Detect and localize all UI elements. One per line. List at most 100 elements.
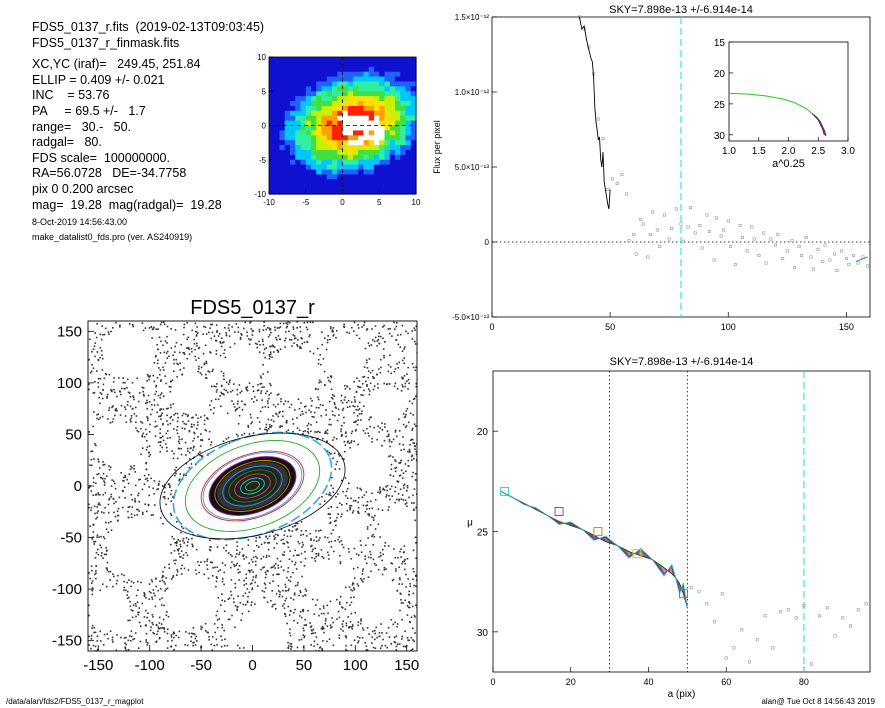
heatmap-cell [326,96,333,102]
map-pixel [157,359,159,362]
map-pixel [320,381,322,383]
map-pixel [140,581,142,584]
heatmap-cell [321,91,328,97]
map-pixel [368,344,371,347]
map-pixel [162,344,164,347]
heatmap-cell [400,86,407,92]
map-pixel [407,421,410,424]
map-pixel [350,504,353,507]
map-pixel [323,631,325,634]
map-pixel [161,435,164,438]
map-pixel [394,467,396,470]
map-pixel [204,377,207,379]
map-pixel [148,619,151,622]
map-pixel [387,509,390,511]
map-pixel [320,612,323,615]
map-pixel [243,432,246,435]
map-pixel [350,557,352,560]
map-pixel [137,589,139,591]
heatmap-cell [316,120,323,127]
map-pixel [401,635,403,638]
map-pixel [287,321,289,323]
map-pixel [98,536,100,538]
map-pixel [191,545,194,547]
map-pixel [237,568,239,571]
map-pixel [102,643,105,646]
map-pixel [299,591,302,594]
map-pixel [285,430,288,433]
flux-point [634,252,638,256]
map-pixel [269,329,271,331]
map-pixel [158,627,160,630]
map-pixel [151,621,153,624]
heatmap-cell [321,96,328,102]
flux-point [606,188,610,192]
heatmap-cell [305,61,312,68]
heatmap-cell [405,159,412,166]
map-pixel [321,343,323,346]
map-pixel [388,636,391,638]
heatmap-cell [368,86,375,92]
map-pixel [344,494,347,497]
map-pixel [279,411,281,413]
map-pixel [221,624,223,626]
map-pixel [332,331,334,333]
map-pixel [134,632,137,634]
map-pixel [252,432,255,434]
map-pixel [300,521,303,523]
map-pixel [328,400,331,403]
map-pixel [387,328,390,330]
map-pixel [170,578,173,580]
mu-point [732,646,736,650]
heatmap-cell [384,86,391,92]
map-pixel [268,535,271,538]
map-pixel [88,614,90,617]
map-pixel [282,589,284,592]
map-pixel [274,567,276,569]
map-pixel [402,472,405,475]
map-pixel [116,510,119,513]
map-pixel [310,644,312,646]
heatmap-cell [279,135,286,141]
map-pixel [148,327,151,329]
map-pixel [193,633,196,635]
heatmap-cell [389,135,396,141]
map-pixel [228,381,231,383]
map-pixel [208,430,211,433]
map-pixel [379,358,382,361]
map-pixel [254,560,257,563]
map-pixel [338,414,340,416]
map-pixel [320,627,323,630]
map-pixel [391,495,394,497]
map-pixel [138,500,141,503]
map-pixel [88,644,90,646]
map-pixel [223,629,225,632]
heatmap-cell [326,66,333,73]
map-pixel [387,433,390,436]
map-pixel [312,321,314,324]
map-pixel [154,594,156,597]
map-pixel [316,431,318,433]
map-pixel [126,404,129,406]
heatmap-cell [305,145,312,151]
map-pixel [210,385,213,388]
flux-y-tick-label: 1.5×10⁻¹² [455,13,490,22]
map-pixel [101,397,104,400]
map-pixel [326,625,329,627]
heatmap-cell [342,57,349,63]
map-pixel [313,411,316,414]
map-pixel [394,368,397,370]
map-pixel [207,631,210,634]
heatmap-cell [300,179,307,185]
map-pixel [157,394,160,397]
map-pixel [389,354,391,357]
map-pixel [241,408,244,411]
map-pixel [381,509,384,512]
heatmap-cell [279,96,286,102]
heatmap-cell [300,159,307,166]
heatmap-cell [358,189,365,195]
map-pixel [227,436,230,439]
map-pixel [126,378,129,381]
flux-point [835,268,839,272]
